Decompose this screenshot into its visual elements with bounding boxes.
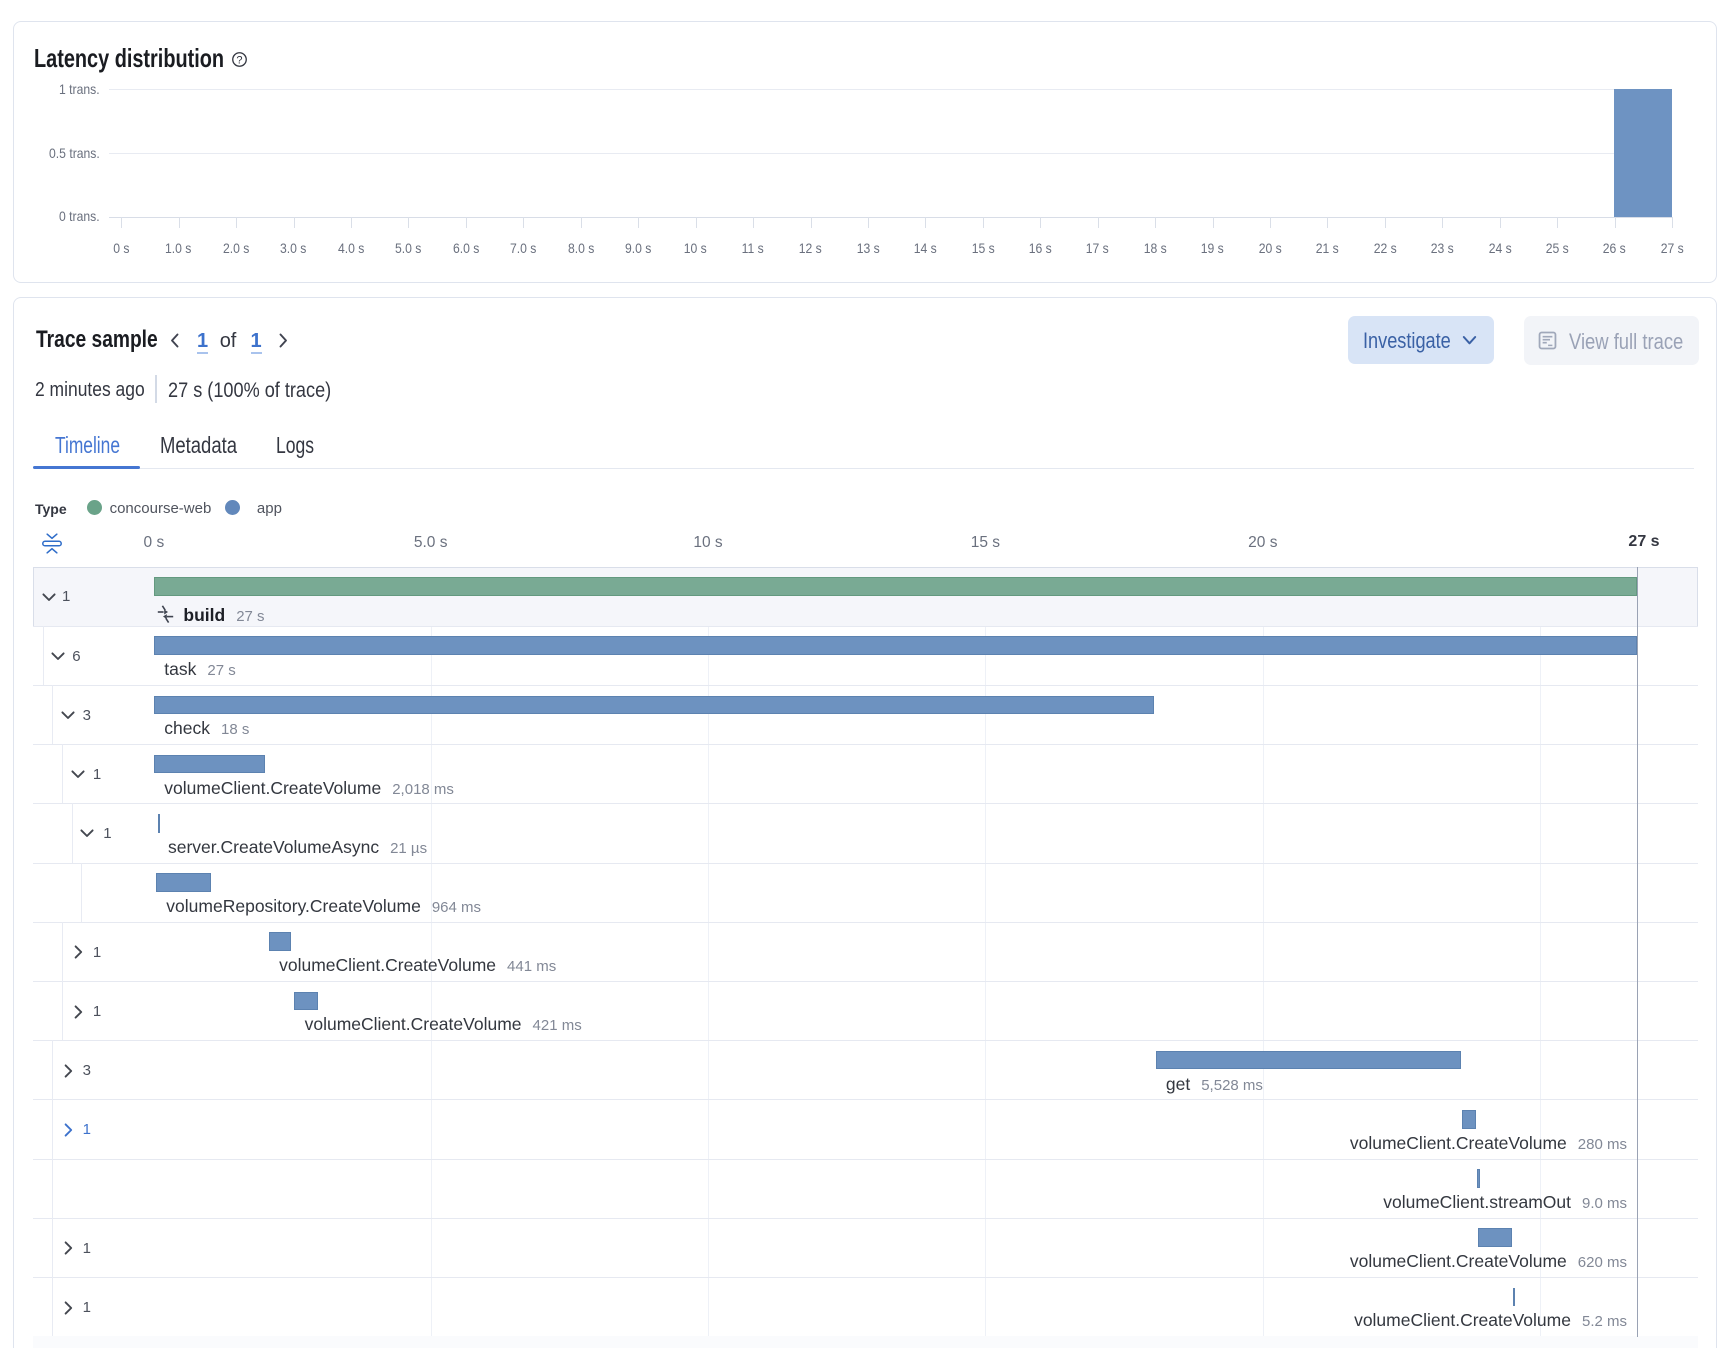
svg-text:?: ? <box>236 54 242 66</box>
